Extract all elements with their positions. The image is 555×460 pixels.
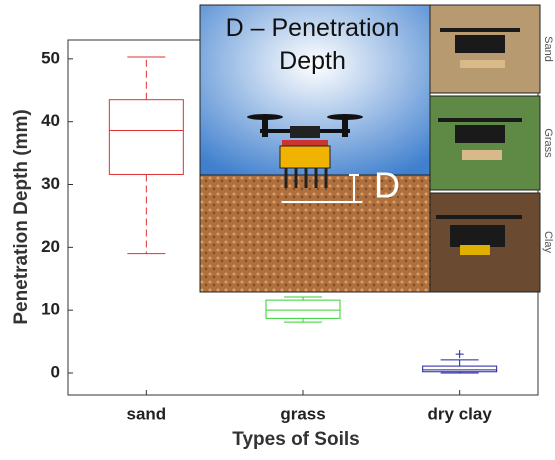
x-tick-label: dry clay bbox=[428, 404, 493, 423]
y-tick-label: 10 bbox=[41, 300, 60, 319]
y-axis-label: Penetration Depth (mm) bbox=[11, 109, 32, 324]
photo-label: Sand bbox=[542, 36, 554, 62]
box bbox=[109, 100, 183, 175]
photo-label: Grass bbox=[542, 128, 554, 158]
outlier bbox=[456, 350, 464, 358]
y-tick-label: 0 bbox=[51, 362, 60, 381]
box bbox=[266, 300, 340, 318]
depth-label: D bbox=[374, 165, 400, 206]
x-tick-label: sand bbox=[126, 404, 166, 423]
y-tick-label: 50 bbox=[41, 48, 60, 67]
photo-label: Clay bbox=[542, 231, 554, 254]
box bbox=[423, 366, 497, 372]
inset-title: D – Penetration Depth bbox=[205, 12, 420, 78]
page: Types of Soils Penetration Depth (mm) 0 1… bbox=[0, 0, 555, 460]
y-tick-label: 30 bbox=[41, 174, 60, 193]
x-axis-label: Types of Soils bbox=[232, 429, 359, 450]
y-tick-label: 20 bbox=[41, 237, 60, 256]
y-tick-label: 40 bbox=[41, 111, 60, 130]
x-tick-label: grass bbox=[280, 404, 325, 423]
